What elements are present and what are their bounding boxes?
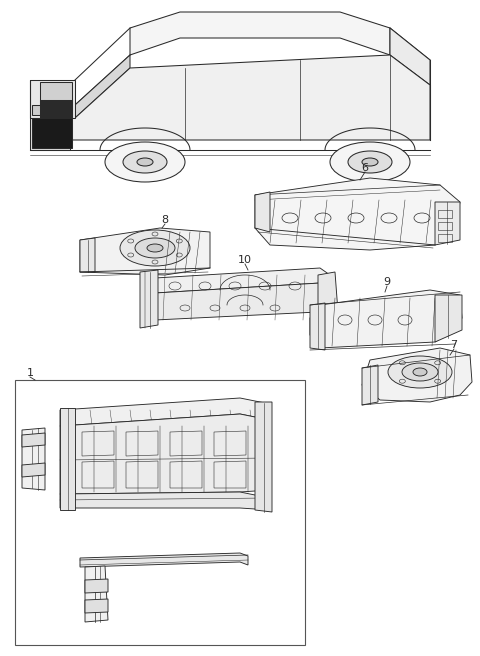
Polygon shape xyxy=(85,599,108,613)
Ellipse shape xyxy=(388,356,452,388)
Polygon shape xyxy=(22,433,45,447)
Polygon shape xyxy=(60,492,270,510)
Ellipse shape xyxy=(348,151,392,173)
Polygon shape xyxy=(390,28,430,85)
Ellipse shape xyxy=(137,158,153,166)
Polygon shape xyxy=(310,290,462,348)
Ellipse shape xyxy=(135,238,175,258)
Polygon shape xyxy=(155,268,330,293)
Polygon shape xyxy=(310,303,325,350)
Polygon shape xyxy=(80,553,248,567)
Polygon shape xyxy=(32,118,72,148)
Bar xyxy=(15,380,305,645)
Polygon shape xyxy=(318,272,338,315)
Polygon shape xyxy=(155,283,330,320)
Polygon shape xyxy=(30,80,75,118)
Polygon shape xyxy=(40,100,72,118)
Ellipse shape xyxy=(413,368,427,376)
Ellipse shape xyxy=(362,158,378,166)
Text: 9: 9 xyxy=(384,277,391,287)
Ellipse shape xyxy=(123,151,167,173)
Polygon shape xyxy=(85,579,108,593)
Text: 6: 6 xyxy=(361,163,369,173)
Polygon shape xyxy=(75,55,130,118)
Polygon shape xyxy=(435,202,460,245)
Text: 7: 7 xyxy=(450,340,457,350)
Polygon shape xyxy=(60,414,270,494)
Text: 1: 1 xyxy=(26,368,34,378)
Ellipse shape xyxy=(330,142,410,182)
Polygon shape xyxy=(60,398,270,426)
Polygon shape xyxy=(22,428,45,490)
Ellipse shape xyxy=(402,363,438,381)
Ellipse shape xyxy=(105,142,185,182)
Ellipse shape xyxy=(147,244,163,252)
Polygon shape xyxy=(435,295,462,342)
Polygon shape xyxy=(85,566,108,622)
Polygon shape xyxy=(32,105,68,115)
Polygon shape xyxy=(30,80,70,150)
Polygon shape xyxy=(362,365,378,405)
Polygon shape xyxy=(140,270,158,328)
Text: 10: 10 xyxy=(238,255,252,265)
Polygon shape xyxy=(362,348,472,402)
Polygon shape xyxy=(80,228,210,275)
Polygon shape xyxy=(130,12,390,55)
Polygon shape xyxy=(255,178,460,250)
Polygon shape xyxy=(22,463,45,477)
Polygon shape xyxy=(60,408,75,510)
Polygon shape xyxy=(255,402,272,512)
Ellipse shape xyxy=(120,230,190,266)
Polygon shape xyxy=(80,238,95,272)
Polygon shape xyxy=(255,192,270,232)
Polygon shape xyxy=(70,55,430,140)
Polygon shape xyxy=(40,82,72,116)
Text: 8: 8 xyxy=(161,215,168,225)
